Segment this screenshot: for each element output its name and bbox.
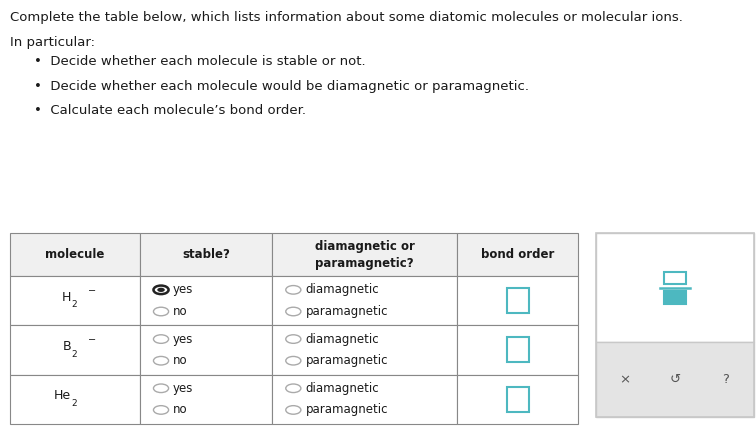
Text: no: no: [173, 354, 187, 367]
Text: diamagnetic or
paramagnetic?: diamagnetic or paramagnetic?: [314, 240, 415, 270]
Bar: [664, 291, 686, 304]
Text: stable?: stable?: [182, 248, 230, 261]
Text: ×: ×: [618, 373, 630, 386]
Circle shape: [286, 307, 301, 316]
Bar: [664, 271, 686, 284]
Bar: [596, 233, 754, 342]
Text: diamagnetic: diamagnetic: [305, 333, 379, 345]
Text: diamagnetic: diamagnetic: [305, 382, 379, 395]
Text: •  Calculate each molecule’s bond order.: • Calculate each molecule’s bond order.: [34, 104, 306, 117]
Text: •  Decide whether each molecule would be diamagnetic or paramagnetic.: • Decide whether each molecule would be …: [34, 80, 529, 92]
Text: paramagnetic: paramagnetic: [305, 404, 388, 416]
Text: •  Decide whether each molecule is stable or not.: • Decide whether each molecule is stable…: [34, 55, 366, 68]
Bar: [272, 325, 457, 374]
Bar: [10, 276, 140, 325]
Bar: [10, 325, 140, 374]
Circle shape: [153, 384, 169, 392]
Bar: [140, 374, 272, 424]
Bar: [140, 276, 272, 325]
Circle shape: [157, 288, 165, 292]
Bar: [457, 233, 578, 276]
Circle shape: [286, 406, 301, 414]
Text: −: −: [88, 336, 97, 345]
Bar: [272, 374, 457, 424]
Bar: [272, 233, 457, 276]
Circle shape: [153, 335, 169, 343]
Text: molecule: molecule: [45, 248, 104, 261]
Text: bond order: bond order: [481, 248, 555, 261]
Text: In particular:: In particular:: [10, 36, 94, 49]
Bar: [507, 288, 529, 313]
Circle shape: [286, 285, 301, 294]
Text: ↺: ↺: [670, 373, 680, 386]
Bar: [507, 387, 529, 412]
Text: He: He: [54, 389, 71, 402]
Bar: [596, 342, 754, 417]
Text: paramagnetic: paramagnetic: [305, 354, 388, 367]
Text: ?: ?: [723, 373, 730, 386]
Circle shape: [153, 357, 169, 365]
Bar: [457, 374, 578, 424]
Text: yes: yes: [173, 283, 194, 296]
Text: H: H: [62, 291, 71, 304]
Bar: [140, 233, 272, 276]
Bar: [457, 325, 578, 374]
Circle shape: [153, 285, 169, 294]
Text: paramagnetic: paramagnetic: [305, 305, 388, 318]
Circle shape: [286, 384, 301, 392]
Text: yes: yes: [173, 333, 194, 345]
Circle shape: [153, 307, 169, 316]
Text: 2: 2: [71, 300, 76, 309]
Text: 2: 2: [71, 399, 76, 408]
Text: yes: yes: [173, 382, 194, 395]
Bar: [507, 337, 529, 362]
Circle shape: [286, 335, 301, 343]
Text: −: −: [88, 286, 97, 296]
Circle shape: [153, 406, 169, 414]
Text: Complete the table below, which lists information about some diatomic molecules : Complete the table below, which lists in…: [10, 11, 683, 24]
Text: diamagnetic: diamagnetic: [305, 283, 379, 296]
Text: no: no: [173, 404, 187, 416]
Bar: [140, 325, 272, 374]
Circle shape: [286, 357, 301, 365]
Bar: [596, 233, 754, 417]
Bar: [457, 276, 578, 325]
Text: no: no: [173, 305, 187, 318]
Text: B: B: [63, 340, 71, 353]
Bar: [10, 233, 140, 276]
Bar: [272, 276, 457, 325]
Bar: [10, 374, 140, 424]
Text: 2: 2: [71, 350, 76, 359]
